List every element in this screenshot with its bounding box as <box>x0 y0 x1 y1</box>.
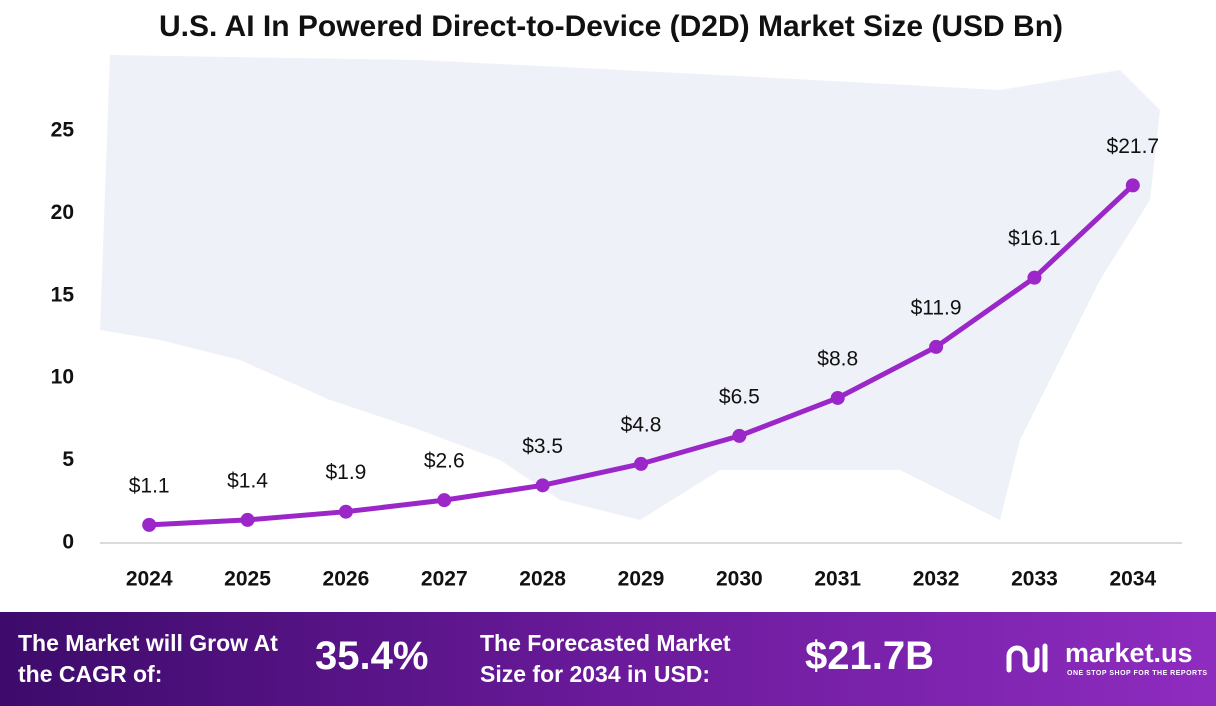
y-tick-label: 15 <box>51 283 75 306</box>
y-tick-label: 20 <box>51 201 74 224</box>
point <box>634 456 648 471</box>
value-label: $4.8 <box>621 413 662 436</box>
value-label: $6.5 <box>719 385 760 408</box>
value-label: $11.9 <box>911 296 962 319</box>
y-tick-label: 0 <box>62 531 74 554</box>
chart-title: U.S. AI In Powered Direct-to-Device (D2D… <box>159 10 1063 43</box>
value-label: $16.1 <box>1008 227 1061 250</box>
point <box>1125 178 1140 193</box>
cagr-value: 35.4% <box>315 634 429 678</box>
y-tick-label: 10 <box>51 366 74 389</box>
x-tick-label: 2030 <box>716 568 763 591</box>
point <box>240 512 255 527</box>
point <box>338 504 353 519</box>
value-label: $21.7 <box>1107 135 1160 158</box>
x-tick-label: 2031 <box>814 568 861 591</box>
value-label: $1.1 <box>129 474 170 497</box>
point <box>142 517 157 532</box>
brand: market.us <box>1065 638 1193 668</box>
x-tick-label: 2033 <box>1011 568 1058 591</box>
x-tick-label: 2025 <box>224 568 271 591</box>
x-tick-label: 2029 <box>618 568 665 591</box>
y-tick-label: 25 <box>51 119 75 142</box>
x-tick-label: 2024 <box>126 568 173 591</box>
point <box>830 390 845 405</box>
chart: U.S. AI In Powered Direct-to-Device (D2D… <box>51 10 1182 591</box>
point <box>1027 270 1042 285</box>
point <box>437 493 452 508</box>
map-background <box>100 55 1160 520</box>
value-label: $1.9 <box>325 461 366 484</box>
value-label: $1.4 <box>227 469 268 492</box>
forecast-value: $21.7B <box>805 634 934 678</box>
forecast-text: The Forecasted Market Size for 2034 in U… <box>480 630 731 687</box>
cagr-text: The Market will Grow At the CAGR of: <box>18 630 278 687</box>
x-tick-label: 2034 <box>1109 568 1156 591</box>
x-tick-label: 2026 <box>323 568 370 591</box>
y-tick-label: 5 <box>62 448 74 471</box>
point <box>732 428 747 443</box>
value-label: $3.5 <box>522 435 563 458</box>
point <box>535 478 550 493</box>
x-tick-label: 2027 <box>421 568 468 591</box>
brand-logo <box>1006 643 1048 673</box>
point <box>929 339 944 354</box>
value-label: $2.6 <box>424 450 465 473</box>
value-label: $8.8 <box>817 348 858 371</box>
tagline: ONE STOP SHOP FOR THE REPORTS <box>1067 670 1208 677</box>
x-tick-label: 2032 <box>913 568 960 591</box>
footer: The Market will Grow At the CAGR of: 35.… <box>0 612 1216 706</box>
x-tick-label: 2028 <box>519 568 566 591</box>
